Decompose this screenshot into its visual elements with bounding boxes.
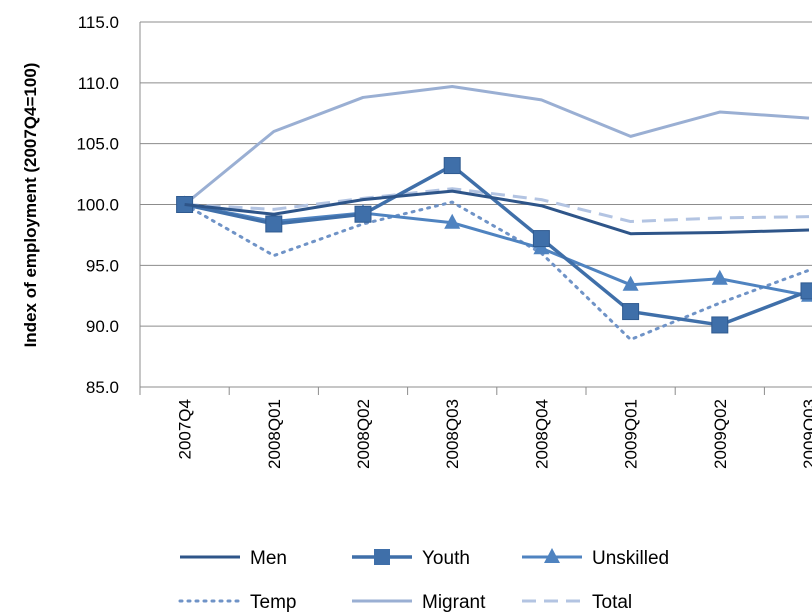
y-tick-label: 110.0 [78, 74, 119, 93]
series-line [183, 84, 810, 206]
data-point-marker [443, 157, 461, 175]
series-youth [176, 157, 812, 334]
y-axis-label: Index of employment (2007Q4=100) [21, 63, 40, 348]
series-men [184, 189, 810, 236]
data-point-marker [444, 213, 461, 229]
x-tick-label: 2008Q01 [265, 399, 284, 469]
series-line [184, 163, 810, 327]
legend: Men Youth Unskilled Temp Migrant Total [178, 548, 669, 612]
legend-item-men: Men [180, 548, 287, 569]
data-point-marker [622, 303, 640, 321]
series-temp [183, 200, 811, 342]
legend-label: Temp [250, 592, 296, 612]
data-point-marker [711, 316, 729, 334]
legend-item-unskilled: Unskilled [522, 548, 669, 569]
legend-label: Total [592, 592, 632, 612]
data-point-marker [532, 230, 550, 248]
y-tick-label: 85.0 [86, 378, 119, 397]
x-axis-tick-labels: 2007Q4 2008Q01 2008Q02 2008Q03 2008Q04 2009Q0… [176, 399, 812, 469]
y-tick-label: 105.0 [76, 135, 119, 154]
x-tick-label: 2009Q02 [711, 399, 730, 469]
data-point-marker [622, 275, 639, 291]
gridlines [140, 21, 812, 388]
data-point-marker [265, 215, 283, 233]
x-tick-label: 2009Q03 [800, 399, 812, 469]
y-tick-label: 100.0 [76, 196, 119, 215]
legend-label: Unskilled [592, 548, 669, 569]
legend-item-youth: Youth [352, 548, 470, 569]
series-line [183, 200, 811, 342]
legend-marker [544, 548, 560, 563]
data-point-marker [800, 282, 812, 300]
legend-item-total: Total [522, 592, 632, 612]
series-migrant [183, 84, 810, 206]
x-tick-label: 2008Q02 [354, 399, 373, 469]
data-point-marker [711, 269, 728, 285]
series-total [184, 187, 810, 224]
y-tick-label: 90.0 [86, 317, 119, 336]
legend-item-temp: Temp [178, 592, 296, 612]
series-line [184, 203, 810, 298]
legend-label: Men [250, 548, 287, 569]
legend-label: Youth [422, 548, 470, 569]
x-tick-label: 2009Q01 [622, 399, 641, 469]
legend-marker [374, 549, 390, 565]
y-tick-label: 95.0 [86, 256, 119, 275]
y-tick-label: 115.0 [78, 13, 119, 32]
x-tick-label: 2008Q03 [443, 399, 462, 469]
data-point-marker [354, 205, 372, 223]
y-axis-tick-labels: 85.0 90.0 95.0 100.0 105.0 110.0 115.0 [76, 13, 119, 397]
series-unskilled [176, 195, 812, 302]
x-tick-label: 2007Q4 [176, 399, 195, 460]
series-line [184, 189, 810, 236]
series-line [184, 187, 810, 224]
x-axis [139, 22, 812, 395]
series-lines [176, 84, 812, 342]
x-tick-label: 2008Q04 [532, 399, 551, 469]
legend-item-migrant: Migrant [352, 592, 486, 612]
legend-label: Migrant [422, 592, 486, 612]
